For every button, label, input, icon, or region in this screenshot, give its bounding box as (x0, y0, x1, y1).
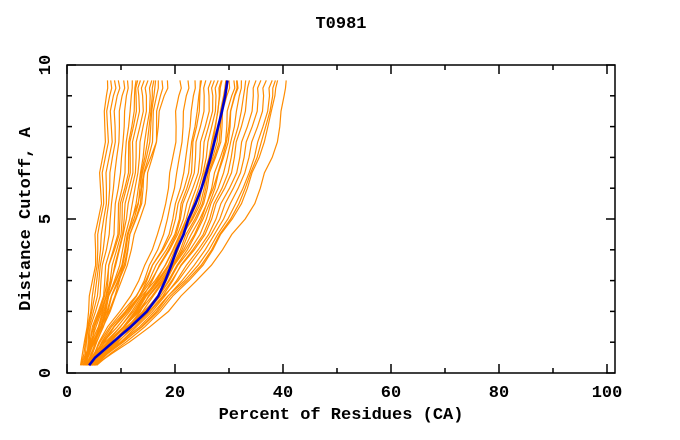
model-curve (93, 80, 276, 366)
model-curve (81, 80, 117, 366)
model-curve (86, 80, 212, 366)
model-curve (84, 80, 169, 366)
model-curve (94, 80, 257, 366)
model-curve (84, 80, 141, 366)
model-curve (91, 80, 262, 366)
model-curve (85, 80, 182, 366)
y-axis-tick-label: 0 (37, 368, 56, 378)
model-curve (87, 80, 196, 366)
model-curve (82, 80, 137, 366)
model-curve (94, 80, 287, 366)
x-axis-tick-label: 20 (165, 384, 185, 403)
y-axis-tick-label: 10 (37, 55, 56, 75)
model-curve (91, 80, 238, 366)
model-curve (86, 80, 190, 366)
model-curve (82, 80, 129, 366)
model-curve (85, 80, 201, 366)
x-axis-label: Percent of Residues (CA) (219, 406, 464, 425)
model-curve (84, 80, 133, 366)
x-axis-tick-label: 40 (273, 384, 293, 403)
x-axis-tick-label: 80 (489, 384, 509, 403)
model-curve (96, 80, 279, 366)
x-axis-tick-label: 100 (592, 384, 623, 403)
model-curve (82, 80, 139, 366)
y-axis-label: Distance Cutoff, A (17, 126, 36, 310)
model-curve (93, 80, 273, 366)
y-axis-tick-label: 5 (37, 214, 56, 224)
highlight-curve (88, 80, 229, 367)
model-curve (79, 80, 109, 366)
model-curve (89, 80, 242, 366)
plot-title: T0981 (315, 15, 366, 34)
model-curve (93, 80, 247, 366)
model-curve (83, 80, 126, 366)
model-curve (82, 80, 121, 366)
model-curve (89, 80, 236, 366)
model-curve (83, 80, 145, 366)
model-curve (95, 80, 267, 366)
x-axis-tick-label: 0 (62, 384, 72, 403)
axes-layer: 0 20 40 60 80 100 0 5 10 (37, 55, 622, 403)
curves-layer (79, 80, 287, 367)
model-curve (85, 80, 164, 366)
model-curve (87, 80, 203, 366)
x-axis-tick-label: 60 (381, 384, 401, 403)
